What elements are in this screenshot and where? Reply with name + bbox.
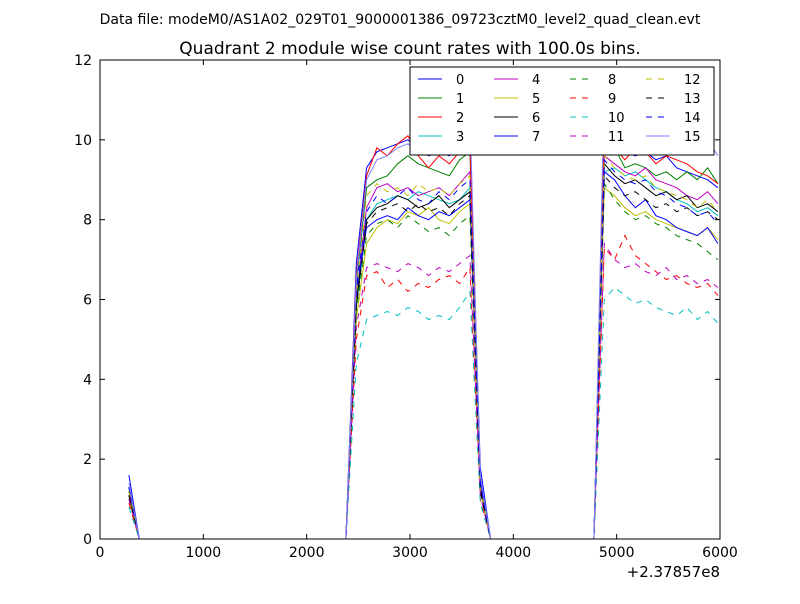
legend-label-7: 7 (532, 130, 540, 145)
legend-label-5: 5 (532, 92, 540, 107)
x-tick-label: 6000 (702, 545, 738, 561)
plot-area-frame (99, 59, 721, 540)
legend-box (409, 66, 715, 156)
x-tick-label: 0 (96, 545, 105, 561)
legend-label-13: 13 (684, 92, 701, 107)
y-tick-label: 4 (83, 372, 92, 388)
y-tick-label: 8 (83, 213, 92, 229)
legend-label-8: 8 (608, 73, 616, 88)
legend-label-0: 0 (456, 73, 464, 88)
legend-label-10: 10 (608, 111, 625, 126)
legend-label-11: 11 (608, 130, 625, 145)
legend-label-9: 9 (608, 92, 616, 107)
legend-label-14: 14 (684, 111, 701, 126)
y-tick-label: 12 (74, 53, 92, 69)
legend-label-4: 4 (532, 73, 540, 88)
y-tick-label: 0 (83, 532, 92, 548)
y-tick-label: 2 (83, 452, 92, 468)
x-tick-label: 1000 (186, 545, 222, 561)
y-tick-label: 10 (74, 133, 92, 149)
x-tick-label: 4000 (496, 545, 532, 561)
legend-label-1: 1 (456, 92, 464, 107)
legend-label-3: 3 (456, 130, 464, 145)
y-tick-label: 6 (83, 293, 92, 309)
figure-suptitle: Data file: modeM0/AS1A02_029T01_90000013… (100, 12, 701, 28)
x-tick-label: 3000 (392, 545, 428, 561)
x-tick-label: 2000 (289, 545, 325, 561)
legend-label-2: 2 (456, 111, 464, 126)
legend-label-6: 6 (532, 111, 540, 126)
legend-label-12: 12 (684, 73, 701, 88)
x-offset-label: +2.37857e8 (627, 563, 720, 581)
x-tick-label: 5000 (599, 545, 635, 561)
legend-label-15: 15 (684, 130, 701, 145)
chart-title: Quadrant 2 module wise count rates with … (179, 39, 640, 59)
